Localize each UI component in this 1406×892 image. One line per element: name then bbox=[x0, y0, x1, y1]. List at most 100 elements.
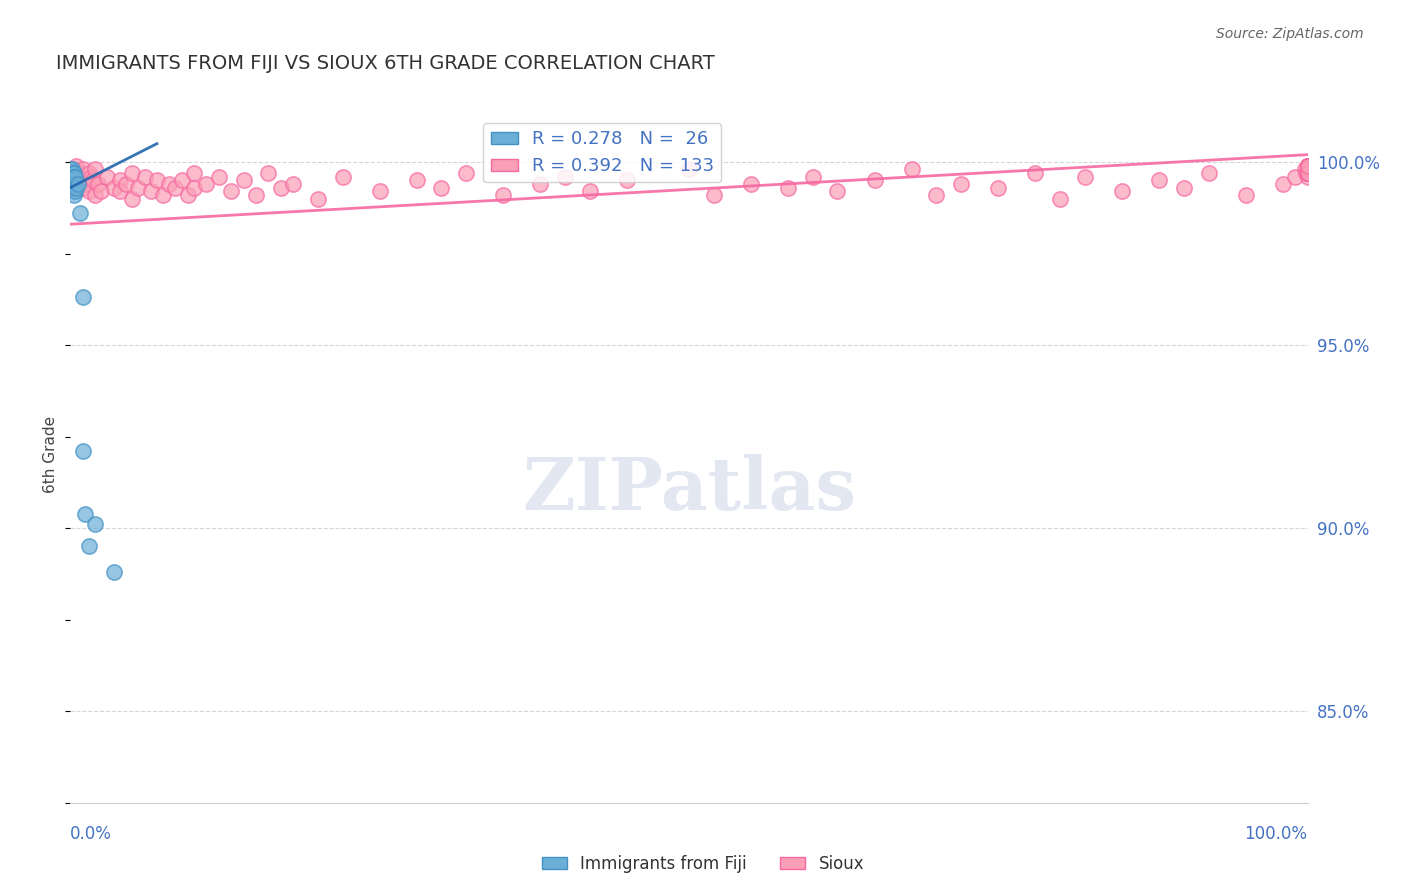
Point bbox=[75, 507, 97, 521]
Point bbox=[59, 169, 82, 184]
Point bbox=[66, 166, 89, 180]
Point bbox=[1296, 159, 1319, 173]
Point bbox=[65, 173, 87, 187]
Point bbox=[80, 169, 103, 184]
Point bbox=[108, 184, 131, 198]
Point bbox=[65, 180, 87, 194]
Legend: Immigrants from Fiji, Sioux: Immigrants from Fiji, Sioux bbox=[536, 848, 870, 880]
Point bbox=[62, 166, 84, 180]
Point bbox=[1024, 166, 1046, 180]
Point bbox=[103, 180, 125, 194]
Point bbox=[1296, 166, 1319, 180]
Point bbox=[72, 162, 94, 177]
Point bbox=[1296, 169, 1319, 184]
Point bbox=[82, 173, 104, 187]
Point bbox=[72, 180, 94, 194]
Point bbox=[1234, 188, 1257, 202]
Point bbox=[59, 162, 82, 177]
Point bbox=[1296, 162, 1319, 177]
Point bbox=[863, 173, 886, 187]
Point bbox=[86, 177, 108, 191]
Point bbox=[1296, 162, 1319, 177]
Point bbox=[1271, 177, 1294, 191]
Point bbox=[62, 166, 84, 180]
Point bbox=[62, 177, 84, 191]
Point bbox=[1284, 169, 1306, 184]
Point bbox=[307, 192, 329, 206]
Point bbox=[281, 177, 304, 191]
Point bbox=[63, 169, 86, 184]
Point bbox=[60, 162, 83, 177]
Point bbox=[740, 177, 762, 191]
Point bbox=[1296, 162, 1319, 177]
Point bbox=[1296, 166, 1319, 180]
Point bbox=[257, 166, 280, 180]
Point bbox=[63, 188, 86, 202]
Point bbox=[776, 180, 799, 194]
Point bbox=[96, 169, 118, 184]
Point bbox=[1296, 159, 1319, 173]
Point bbox=[121, 166, 143, 180]
Point bbox=[77, 166, 100, 180]
Point bbox=[177, 188, 200, 202]
Point bbox=[59, 169, 82, 184]
Point bbox=[60, 173, 83, 187]
Point bbox=[59, 162, 82, 177]
Point bbox=[1049, 192, 1071, 206]
Text: 100.0%: 100.0% bbox=[1244, 825, 1308, 843]
Point bbox=[827, 184, 849, 198]
Point bbox=[65, 166, 87, 180]
Point bbox=[703, 188, 725, 202]
Point bbox=[60, 169, 83, 184]
Point bbox=[127, 180, 149, 194]
Point bbox=[139, 184, 162, 198]
Point bbox=[1296, 159, 1319, 173]
Point bbox=[115, 177, 138, 191]
Point bbox=[1296, 162, 1319, 177]
Point bbox=[1296, 162, 1319, 177]
Point bbox=[77, 184, 100, 198]
Point bbox=[1296, 166, 1319, 180]
Point bbox=[1296, 159, 1319, 173]
Point bbox=[195, 177, 218, 191]
Point bbox=[1296, 166, 1319, 180]
Point bbox=[62, 173, 84, 187]
Point bbox=[1296, 162, 1319, 177]
Point bbox=[84, 188, 107, 202]
Point bbox=[1296, 159, 1319, 173]
Text: ZIPatlas: ZIPatlas bbox=[522, 454, 856, 525]
Point bbox=[60, 177, 83, 191]
Point bbox=[1296, 159, 1319, 173]
Point bbox=[900, 162, 922, 177]
Point bbox=[62, 177, 84, 191]
Point bbox=[1296, 166, 1319, 180]
Point bbox=[146, 173, 169, 187]
Point bbox=[1296, 162, 1319, 177]
Point bbox=[1296, 159, 1319, 173]
Point bbox=[1296, 162, 1319, 177]
Point bbox=[232, 173, 254, 187]
Point bbox=[529, 177, 551, 191]
Point bbox=[925, 188, 948, 202]
Point bbox=[1296, 162, 1319, 177]
Point bbox=[108, 173, 131, 187]
Point bbox=[72, 444, 94, 458]
Point bbox=[75, 177, 97, 191]
Point bbox=[65, 184, 87, 198]
Point bbox=[987, 180, 1010, 194]
Point bbox=[65, 169, 87, 184]
Point bbox=[170, 173, 193, 187]
Point bbox=[1111, 184, 1133, 198]
Point bbox=[121, 192, 143, 206]
Point bbox=[1296, 159, 1319, 173]
Point bbox=[77, 540, 100, 554]
Point bbox=[67, 169, 90, 184]
Point bbox=[165, 180, 187, 194]
Point bbox=[63, 166, 86, 180]
Point bbox=[1296, 166, 1319, 180]
Point bbox=[1296, 162, 1319, 177]
Point bbox=[63, 162, 86, 177]
Point bbox=[103, 565, 125, 579]
Point bbox=[1296, 166, 1319, 180]
Point bbox=[219, 184, 242, 198]
